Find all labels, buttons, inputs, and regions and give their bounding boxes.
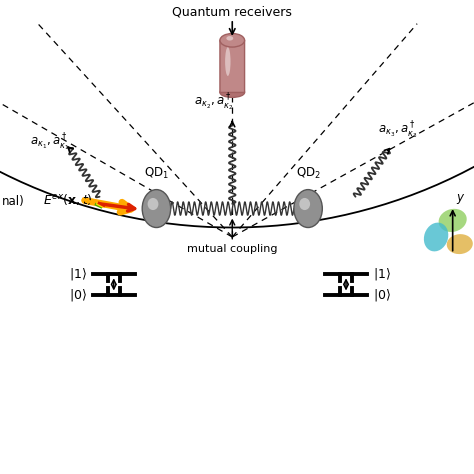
- FancyBboxPatch shape: [220, 40, 245, 92]
- Ellipse shape: [438, 209, 467, 232]
- Text: $a_{\kappa_3}, a^\dagger_{\kappa_3}$: $a_{\kappa_3}, a^\dagger_{\kappa_3}$: [378, 119, 418, 141]
- Text: y: y: [456, 191, 464, 204]
- Text: $|0\rangle$: $|0\rangle$: [373, 287, 391, 303]
- Ellipse shape: [447, 234, 473, 254]
- Ellipse shape: [147, 198, 158, 210]
- Text: $|1\rangle$: $|1\rangle$: [373, 266, 391, 282]
- Text: $a_{\kappa_1}, a^\dagger_{\kappa_1}$: $a_{\kappa_1}, a^\dagger_{\kappa_1}$: [30, 131, 70, 153]
- Ellipse shape: [225, 47, 230, 76]
- Text: $|0\rangle$: $|0\rangle$: [69, 287, 87, 303]
- Text: mutual coupling: mutual coupling: [187, 244, 277, 254]
- Ellipse shape: [294, 190, 322, 228]
- Text: QD$_1$: QD$_1$: [144, 166, 169, 181]
- Ellipse shape: [220, 88, 245, 97]
- Ellipse shape: [142, 190, 171, 228]
- Text: nal): nal): [2, 195, 25, 208]
- Text: $|1\rangle$: $|1\rangle$: [69, 266, 87, 282]
- Ellipse shape: [220, 34, 245, 47]
- Text: Quantum receivers: Quantum receivers: [173, 5, 292, 18]
- Text: $a_{\kappa_2}, a^\dagger_{\kappa_2}$: $a_{\kappa_2}, a^\dagger_{\kappa_2}$: [193, 91, 233, 113]
- Text: QD$_2$: QD$_2$: [296, 166, 320, 181]
- FancyArrow shape: [82, 198, 94, 205]
- Ellipse shape: [227, 36, 233, 41]
- Ellipse shape: [299, 198, 310, 210]
- Text: $E^{ex}(\mathbf{x},t)$: $E^{ex}(\mathbf{x},t)$: [43, 191, 92, 207]
- Ellipse shape: [424, 223, 448, 251]
